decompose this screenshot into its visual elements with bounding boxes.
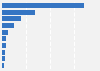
Bar	[2, 36, 6, 41]
Bar	[2, 50, 5, 55]
Bar	[2, 3, 84, 8]
Bar	[2, 10, 35, 15]
Bar	[2, 16, 21, 21]
Bar	[2, 30, 8, 35]
Bar	[2, 23, 14, 28]
Bar	[2, 56, 5, 61]
Bar	[2, 43, 6, 48]
Bar	[2, 63, 4, 68]
